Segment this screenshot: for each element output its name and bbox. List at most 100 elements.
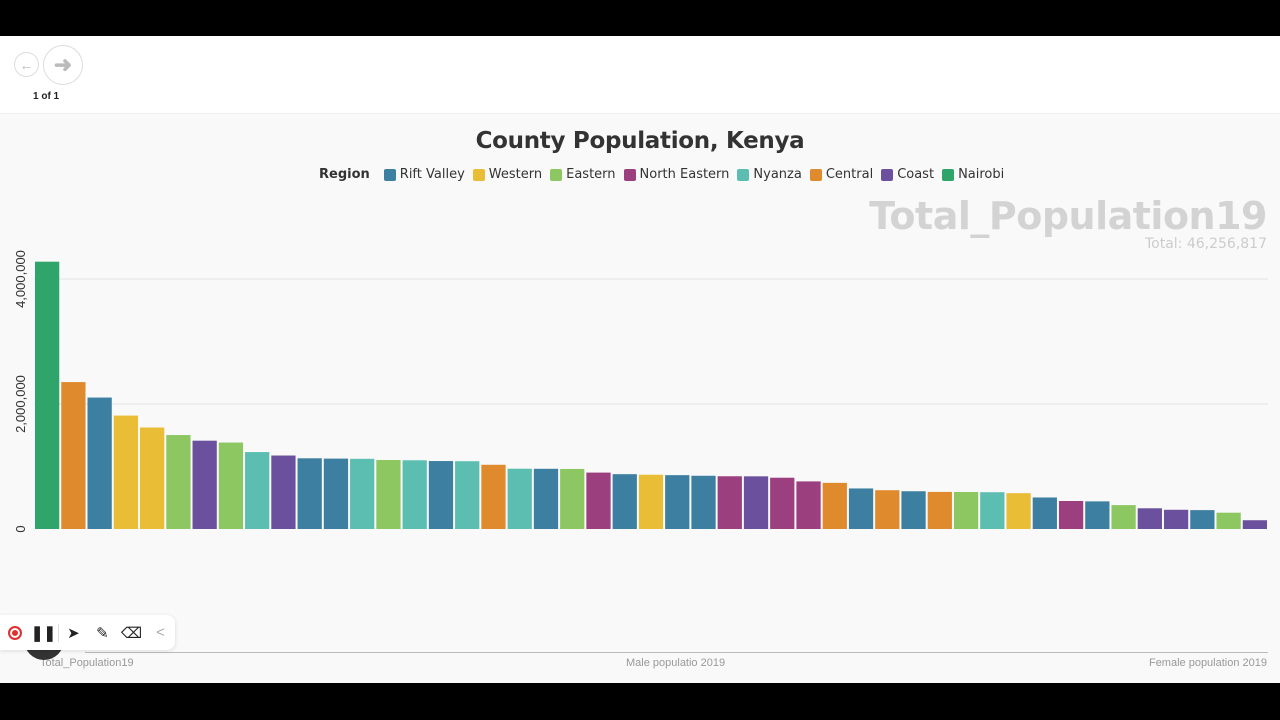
value-label: 301,967 [1195, 446, 1211, 504]
bar-migori [455, 461, 480, 529]
value-label: 1,126,360 [329, 381, 345, 452]
legend-item[interactable]: Nyanza [737, 167, 802, 182]
value-label: 1,814,746 [119, 338, 135, 409]
cursor-button[interactable]: ➤ [59, 618, 88, 648]
bar-kakamega [113, 415, 139, 529]
bar-uasin-gishu [297, 458, 322, 529]
legend: Region Rift Valley Western Eastern North Ea… [319, 167, 1012, 182]
bar-vihiga [1006, 493, 1031, 529]
bar-nyeri [822, 482, 847, 529]
value-label: 2,103,136 [93, 320, 109, 391]
value-label: 448,013 [1064, 437, 1080, 495]
x-tick-label: Nyeri [828, 535, 844, 572]
legend-item[interactable]: Nairobi [942, 167, 1004, 182]
x-tick-label: Kisii [250, 535, 266, 563]
chevron-left-icon: < [156, 624, 165, 641]
legend-swatch [383, 168, 396, 181]
value-label: 648,773 [854, 425, 870, 483]
bar-nyamira [980, 492, 1005, 529]
page-indicator: 1 of 1 [33, 91, 60, 102]
slider-label-male[interactable]: Male populatio 2019 [626, 657, 726, 669]
legend-item[interactable]: Eastern [550, 167, 616, 182]
value-label: 1,383,211 [224, 365, 240, 436]
x-tick-label: Homa Bay [408, 535, 424, 607]
x-tick-label: Makueni [565, 535, 581, 594]
y-tick-label: 4,000,000 [13, 250, 28, 308]
bar-siaya [507, 468, 532, 529]
value-label: 593,621 [933, 428, 949, 486]
x-tick-label: Bomet [697, 535, 713, 581]
legend-label: Western [488, 167, 543, 182]
legend-item[interactable]: Central [809, 167, 873, 182]
prev-page-button[interactable]: ← [14, 52, 39, 77]
bar-tharaka-nithi [1111, 505, 1136, 529]
bar-mombasa [271, 455, 296, 529]
chart-stage: County Population, Kenya Region Rift Val… [0, 114, 1280, 683]
cursor-icon: ➤ [67, 624, 80, 642]
x-tick-label: Meru [171, 535, 187, 570]
story-header: ← ➜ 1 of 1 [0, 36, 1280, 114]
value-label: 573,335 [1012, 429, 1028, 487]
eraser-button[interactable]: ⌫ [117, 618, 146, 648]
legend-item[interactable]: North Eastern [623, 167, 729, 182]
value-label: 1,084,846 [460, 384, 476, 455]
x-tick-label: Baringo [854, 535, 870, 589]
value-label: 877,222 [618, 410, 634, 468]
bar-makueni [560, 468, 585, 529]
bar-kirinyaga [927, 491, 952, 529]
value-label: 842,773 [749, 412, 765, 470]
bar-wajir [796, 481, 821, 529]
x-tick-label: West Pokot [907, 534, 923, 612]
x-tick-label: Nandi [670, 535, 686, 576]
x-tick-label: Vihiga [1012, 535, 1028, 578]
bar-mandera [717, 476, 742, 529]
bar-bungoma [140, 427, 165, 529]
legend-item[interactable]: Rift Valley [383, 167, 465, 182]
collapse-toolbar-button[interactable]: < [146, 618, 175, 648]
legend-swatch [623, 168, 636, 181]
pen-button[interactable]: ✎ [88, 618, 117, 648]
measure-slider[interactable] [85, 652, 1268, 653]
bar-kwale [743, 476, 769, 529]
slider-label-total[interactable]: Total_Population19 [40, 657, 134, 669]
x-tick-label: Mombasa [276, 535, 292, 603]
bar-kericho [612, 474, 637, 529]
x-tick-label: Trans Nzoia [539, 535, 555, 614]
bar-murang-a [481, 464, 506, 529]
bar-bomet [691, 475, 716, 529]
measure-watermark: Total_Population19 [869, 194, 1267, 238]
chart-title: County Population, Kenya [475, 128, 805, 154]
pause-button[interactable]: ❚❚ [29, 618, 58, 648]
x-tick-label: Bungoma [145, 535, 161, 602]
arrow-left-icon: ← [19, 56, 34, 73]
value-label: 588,445 [985, 428, 1001, 486]
x-tick-label: Tharaka-Nithi [1117, 535, 1133, 614]
x-tick-label: Laikipia [1038, 535, 1054, 589]
x-tick-label: Murang'a [486, 535, 502, 600]
slider-label-female[interactable]: Female population 2019 [1148, 657, 1267, 669]
x-tick-label: Kajiado [434, 535, 450, 586]
value-label: 1,123,201 [355, 382, 371, 453]
divider [58, 623, 59, 642]
letterbox-top [0, 0, 1280, 36]
x-tick-label: Nakuru [93, 535, 109, 585]
legend-item[interactable]: Western [472, 167, 543, 182]
record-button[interactable] [0, 618, 29, 648]
value-label: 738,210 [828, 419, 844, 477]
bar-nyandarua [875, 490, 900, 529]
value-label: 964,791 [513, 405, 529, 463]
next-page-button[interactable]: ➜ [43, 45, 83, 85]
bar-nairobi [35, 261, 60, 529]
legend-item[interactable]: Coast [881, 167, 934, 182]
value-label: 868,233 [644, 411, 660, 469]
value-label: 261,007 [1222, 449, 1238, 507]
value-label: 442,113 [1090, 437, 1106, 495]
x-tick-label: Nyamira [985, 535, 1001, 594]
value-label: 504,472 [1038, 434, 1054, 492]
pen-icon: ✎ [96, 624, 109, 642]
bar-busia [638, 474, 664, 529]
x-tick-label: Kilifi [198, 535, 214, 565]
value-label: 140,228 [1248, 456, 1264, 514]
value-label: 761,343 [802, 418, 818, 476]
value-label: 963,053 [539, 405, 555, 463]
